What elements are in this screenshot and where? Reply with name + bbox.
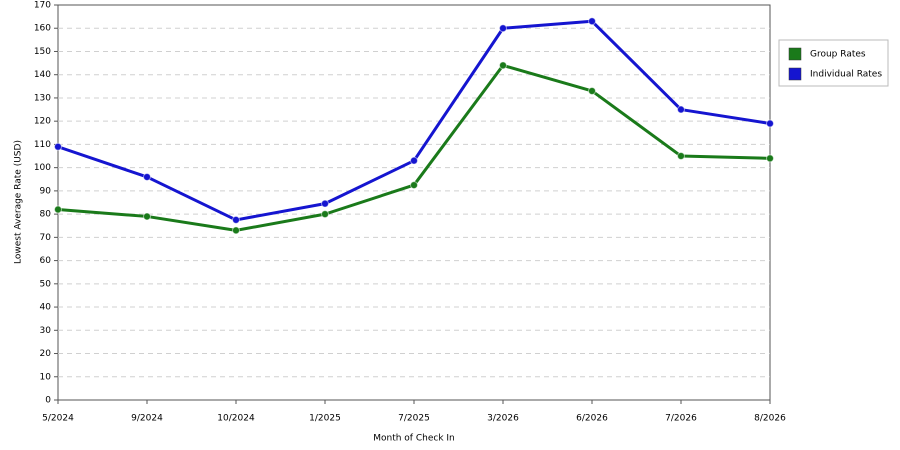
y-tick-label: 80: [40, 210, 52, 220]
x-tick-label: 7/2025: [398, 414, 430, 424]
y-tick-label: 170: [34, 1, 51, 11]
data-point: [232, 215, 240, 224]
x-tick-label: 7/2026: [665, 414, 697, 424]
y-tick-label: 20: [40, 349, 52, 359]
y-tick-label: 0: [45, 396, 51, 406]
data-point: [499, 61, 507, 70]
x-tick-label: 10/2024: [217, 414, 255, 424]
y-axis-title: Lowest Average Rate (USD): [14, 140, 24, 264]
y-tick-label: 140: [34, 70, 51, 80]
data-point: [143, 172, 151, 181]
x-axis-title: Month of Check In: [373, 434, 455, 444]
data-point: [321, 210, 329, 219]
y-tick-label: 100: [34, 163, 51, 173]
data-point: [232, 226, 240, 235]
x-tick-label: 6/2026: [576, 414, 608, 424]
data-point: [677, 152, 685, 161]
y-tick-label: 110: [34, 140, 51, 150]
y-tick-label: 60: [40, 256, 52, 266]
y-tick-label: 40: [40, 303, 52, 313]
data-point: [54, 205, 62, 214]
y-tick-label: 70: [40, 233, 52, 243]
legend-label: Group Rates: [810, 50, 866, 60]
y-tick-label: 160: [34, 24, 51, 34]
x-tick-label: 9/2024: [131, 414, 163, 424]
legend-swatch: [788, 47, 802, 61]
y-tick-label: 50: [40, 279, 52, 289]
data-point: [588, 86, 596, 95]
data-point: [143, 212, 151, 221]
y-tick-label: 90: [40, 186, 52, 196]
data-point: [588, 17, 596, 26]
legend-label: Individual Rates: [810, 70, 882, 80]
x-tick-label: 5/2024: [42, 414, 74, 424]
legend-swatch: [788, 67, 802, 81]
data-point: [766, 154, 774, 163]
y-tick-label: 150: [34, 47, 51, 57]
x-tick-label: 1/2025: [309, 414, 341, 424]
data-point: [321, 199, 329, 208]
x-tick-label: 3/2026: [487, 414, 519, 424]
data-point: [677, 105, 685, 114]
data-point: [766, 119, 774, 128]
y-tick-label: 120: [34, 117, 51, 127]
data-point: [54, 142, 62, 151]
plot-area: [57, 4, 771, 401]
data-point: [410, 156, 418, 165]
x-tick-label: 8/2026: [754, 414, 786, 424]
data-point: [410, 181, 418, 190]
data-point: [499, 24, 507, 33]
y-tick-label: 10: [40, 372, 52, 382]
y-tick-label: 30: [40, 326, 52, 336]
y-tick-label: 130: [34, 93, 51, 103]
